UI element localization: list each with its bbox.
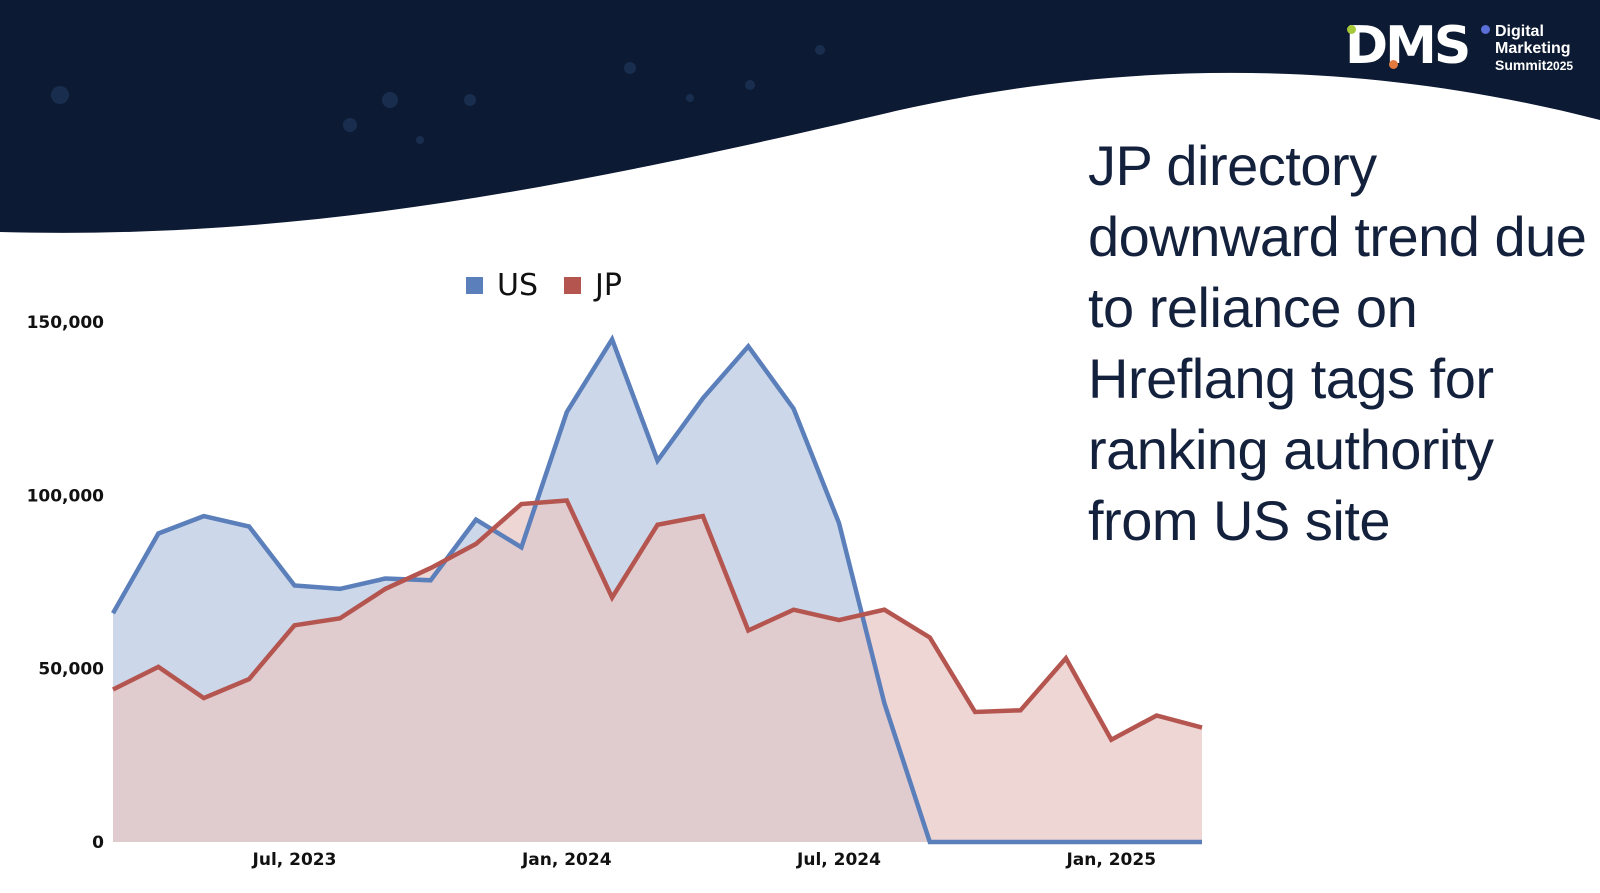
logo-line-1: Digital [1495,23,1544,40]
y-tick-label: 150,000 [27,313,105,333]
x-tick-label: Jul, 2024 [796,850,881,870]
plot-lines [111,334,1205,845]
point-jp-12 [655,522,660,527]
point-us-8 [474,517,479,522]
point-jp-2 [201,696,206,701]
point-us-17 [882,701,887,706]
point-us-1 [156,531,161,536]
plot-areas [113,339,1202,842]
chart-legend: US JP [466,268,622,303]
logo-orange-dot [1389,60,1398,69]
point-us-4 [292,583,297,588]
point-us-10 [564,410,569,415]
point-jp-7 [428,566,433,571]
bokeh-lights [51,45,825,144]
point-jp-20 [1018,708,1023,713]
y-tick-label: 0 [92,833,104,853]
point-jp-3 [247,677,252,682]
point-us-11 [610,337,615,342]
point-jp-14 [746,628,751,633]
point-jp-0 [111,687,116,692]
point-jp-17 [882,607,887,612]
point-us-12 [655,458,660,463]
logo-summit: Summit [1495,57,1547,73]
x-tick-label: Jan, 2025 [1065,850,1156,870]
point-us-24 [1200,840,1205,845]
point-jp-19 [973,710,978,715]
line-jp [111,498,1203,743]
dms-logo: DMS Digital Marketing Summit2025 [1345,18,1595,78]
point-us-2 [201,514,206,519]
y-tick-label: 100,000 [27,486,105,506]
logo-year: 2025 [1546,59,1574,73]
logo-green-dot [1347,25,1356,34]
legend-label-jp: JP [593,268,622,303]
point-us-22 [1109,840,1114,845]
point-us-7 [428,578,433,583]
slide-headline: JP directory downward trend due to relia… [1088,134,1587,552]
point-us-21 [1063,840,1068,845]
point-jp-13 [700,514,705,519]
point-jp-16 [837,618,842,623]
legend-swatch-jp [564,277,581,294]
traffic-area-chart: 150,000 100,000 50,000 0 Jul, 2023 Jan, 2024… [27,268,1205,870]
point-us-9 [519,545,524,550]
point-jp-4 [292,623,297,628]
point-jp-1 [156,664,161,669]
point-jp-11 [610,595,615,600]
logo-blue-dot [1481,25,1490,34]
point-us-14 [746,344,751,349]
point-jp-10 [564,498,569,503]
point-jp-9 [519,502,524,507]
y-tick-label: 50,000 [38,660,104,680]
point-us-20 [1018,840,1023,845]
area-jp [113,500,1202,842]
point-jp-15 [791,607,796,612]
point-us-0 [111,611,116,616]
point-jp-21 [1063,656,1068,661]
point-us-18 [927,840,932,845]
y-axis-ticks: 150,000 100,000 50,000 0 [27,313,105,853]
logo-line-3: Summit2025 [1495,57,1573,75]
point-jp-18 [927,635,932,640]
point-jp-5 [337,616,342,621]
logo-mark: DMS [1345,16,1471,76]
point-us-3 [247,524,252,529]
x-axis-ticks: Jul, 2023 Jan, 2024 Jul, 2024 Jan, 2025 [252,850,1157,870]
point-us-13 [700,396,705,401]
dark-wave-shape [0,0,1600,233]
point-jp-8 [474,541,479,546]
point-jp-23 [1154,713,1159,718]
point-us-15 [791,406,796,411]
logo-line-2: Marketing [1495,40,1571,57]
point-us-16 [837,521,842,526]
point-us-23 [1154,840,1159,845]
line-us [111,334,1202,845]
legend-swatch-us [466,277,483,294]
point-jp-6 [383,586,388,591]
point-us-6 [383,576,388,581]
point-jp-22 [1109,737,1114,742]
x-tick-label: Jan, 2024 [521,850,612,870]
point-us-19 [973,840,978,845]
point-us-5 [337,586,342,591]
point-jp-24 [1200,725,1205,730]
x-tick-label: Jul, 2023 [252,850,337,870]
legend-label-us: US [497,268,538,303]
